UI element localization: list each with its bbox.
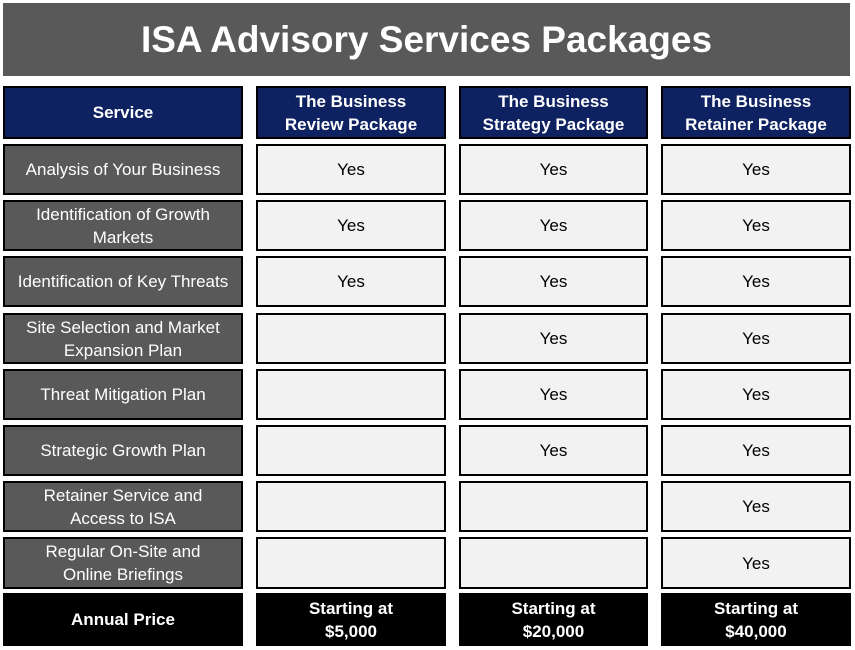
price-cell: Starting at $5,000 [256,593,446,646]
service-label: Retainer Service and Access to ISA [3,481,243,532]
package-cell: Yes [459,369,648,420]
service-label: Regular On-Site and Online Briefings [3,537,243,589]
package-cell: Yes [459,313,648,364]
package-cell-text: Yes [742,160,770,179]
service-label-text: Retainer Service and Access to ISA [43,485,203,528]
column-header: The Business Strategy Package [459,86,648,139]
package-cell-text: Yes [337,216,365,235]
service-label-text: Identification of Growth Markets [36,204,210,247]
service-label-text: Strategic Growth Plan [40,441,206,460]
service-label-text: Analysis of Your Business [25,160,221,179]
service-label-text: Threat Mitigation Plan [40,385,206,404]
package-cell-text: Yes [742,497,770,516]
price-cell-text: Starting at $5,000 [308,598,394,641]
package-cell-text: Yes [539,441,568,460]
package-cell [256,425,446,476]
column-header: Service [3,86,243,139]
column-header: The Business Review Package [256,86,446,139]
package-cell [459,537,648,589]
price-cell: Starting at $40,000 [661,593,851,646]
price-cell-text: Starting at $40,000 [713,598,799,641]
package-cell: Yes [459,425,648,476]
column-header-text: Service [92,103,154,122]
package-cell: Yes [661,425,851,476]
package-cell: Yes [256,144,446,195]
package-cell: Yes [661,537,851,589]
service-label: Identification of Key Threats [3,256,243,307]
package-cell: Yes [661,369,851,420]
service-label-text: Site Selection and Market Expansion Plan [26,317,220,360]
package-cell-text: Yes [337,272,365,291]
package-cell-text: Yes [742,272,770,291]
package-cell-text: Yes [539,272,568,291]
package-cell: Yes [661,481,851,532]
service-label-text: Regular On-Site and Online Briefings [45,542,201,584]
package-cell-text: Yes [539,160,568,179]
package-cell-text: Yes [742,441,770,460]
price-cell-text: Starting at $20,000 [511,598,596,641]
service-label: Threat Mitigation Plan [3,369,243,420]
service-label: Identification of Growth Markets [3,200,243,251]
package-cell-text: Yes [539,216,568,235]
service-label-text: Identification of Key Threats [17,272,229,291]
package-cell [256,481,446,532]
price-label-text: Annual Price [71,610,175,629]
package-cell: Yes [661,200,851,251]
package-cell [256,313,446,364]
package-cell-text: Yes [742,329,770,348]
package-cell-text: Yes [742,385,770,404]
column-header: The Business Retainer Package [661,86,851,139]
package-cell-text: Yes [742,553,770,573]
package-cell: Yes [661,256,851,307]
package-cell-text: Yes [337,160,365,179]
package-cell: Yes [661,144,851,195]
package-cell-text: Yes [539,329,568,348]
package-cell: Yes [256,200,446,251]
price-cell: Starting at $20,000 [459,593,648,646]
package-cell: Yes [459,200,648,251]
package-cell: Yes [459,256,648,307]
title: ISA Advisory Services Packages [3,3,850,76]
package-cell [256,537,446,589]
column-header-text: The Business Review Package [284,91,418,134]
column-header-text: The Business Retainer Package [685,91,827,134]
package-cell-text: Yes [539,385,568,404]
package-cell [256,369,446,420]
package-cell: Yes [459,144,648,195]
package-cell-text: Yes [742,216,770,235]
service-label: Strategic Growth Plan [3,425,243,476]
service-label: Site Selection and Market Expansion Plan [3,313,243,364]
service-label: Analysis of Your Business [3,144,243,195]
package-cell: Yes [256,256,446,307]
price-label: Annual Price [3,593,243,646]
column-header-text: The Business Strategy Package [482,91,625,134]
package-cell [459,481,648,532]
package-cell: Yes [661,313,851,364]
